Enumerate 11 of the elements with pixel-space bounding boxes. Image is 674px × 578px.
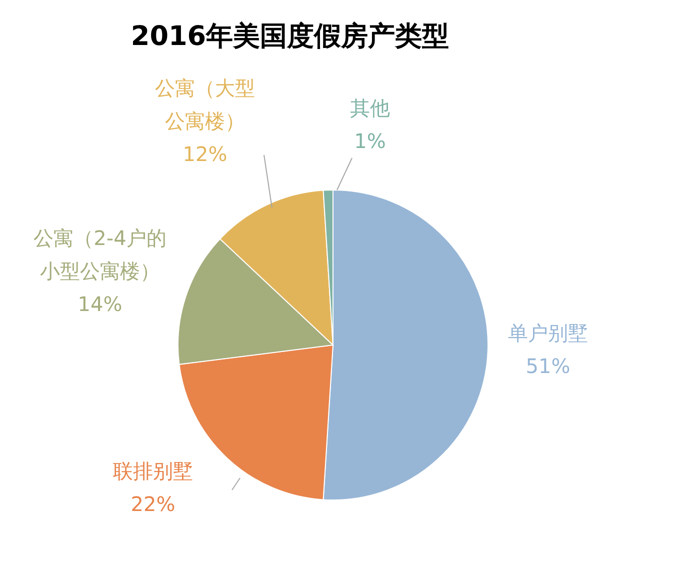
- slice-label: 联排别墅: [113, 459, 193, 483]
- data-label: 1%: [354, 129, 386, 153]
- slice-label: 其他: [350, 96, 390, 120]
- chart-title: 2016年美国度假房产类型: [130, 21, 450, 52]
- data-label: 51%: [526, 354, 570, 378]
- slice-label: 单户别墅: [508, 321, 588, 345]
- slice-label: 公寓（大型公寓楼）: [155, 76, 255, 133]
- data-label: 14%: [78, 292, 122, 316]
- data-label: 22%: [130, 492, 176, 516]
- slice-label: 公寓（2-4户的小型公寓楼）: [34, 226, 166, 283]
- data-label: 12%: [182, 142, 228, 166]
